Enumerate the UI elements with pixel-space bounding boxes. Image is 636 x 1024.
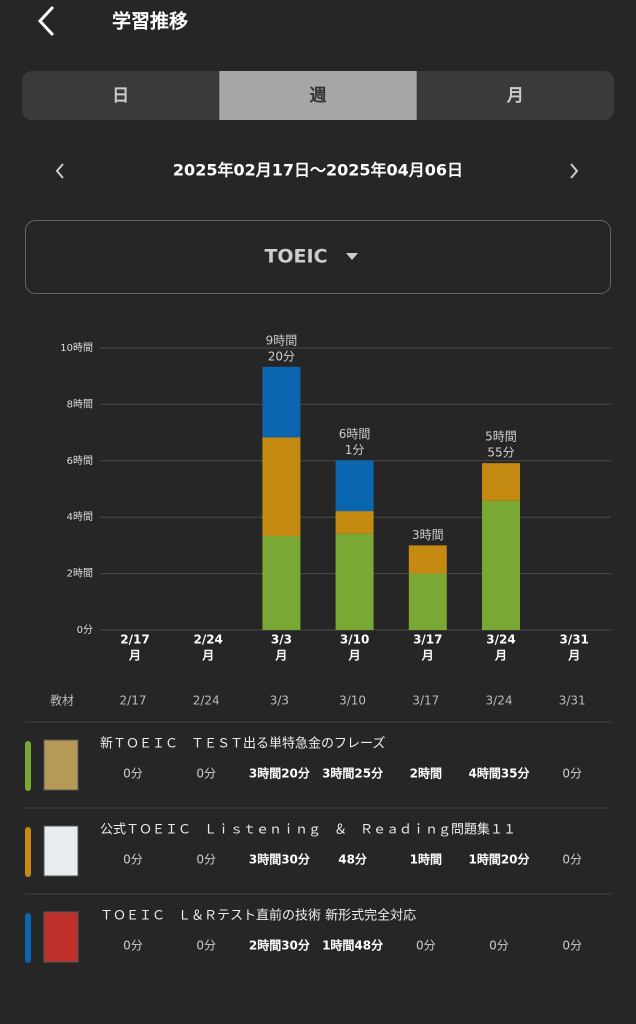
- tab-label[interactable]: 月: [506, 86, 524, 106]
- row-color: [25, 827, 31, 877]
- total-label: 55分: [487, 446, 514, 460]
- book-cover: [43, 825, 79, 877]
- book-title: 公式ＴＯＥＩＣ Ｌｉｓｔｅｎｉｎｇ ＆ Ｒｅａｄｉｎｇ問題集１１: [100, 822, 516, 838]
- selector-label: TOEIC: [264, 246, 327, 268]
- book-title: ＴＯＥＩＣ Ｌ＆Ｒテスト直前の技術 新形式完全対応: [100, 908, 416, 924]
- next-button[interactable]: [570, 163, 579, 179]
- total-label: 3時間: [412, 528, 444, 542]
- dropdown-arrow: [346, 253, 358, 260]
- table-value: 4時間35分: [468, 766, 529, 781]
- bar-segment: [335, 511, 374, 534]
- total-label: 1分: [345, 443, 365, 457]
- table-value: 0分: [123, 939, 143, 953]
- table-date: 3/10: [339, 694, 366, 708]
- page-title: 学習推移: [112, 10, 188, 33]
- table-value: 3時間30分: [249, 852, 310, 867]
- table-value: 0分: [562, 767, 582, 781]
- table-date: 2/17: [120, 694, 147, 708]
- table-value: 0分: [416, 939, 436, 953]
- table-value: 3時間20分: [249, 766, 310, 781]
- total-label: 6時間: [339, 427, 371, 441]
- x-tick-label: 2/24: [193, 633, 222, 647]
- tab-label[interactable]: 日: [112, 86, 129, 106]
- book-cover: [43, 739, 79, 791]
- table-value: 48分: [338, 852, 367, 867]
- y-tick-label: 8時間: [67, 398, 93, 410]
- bar-segment: [262, 437, 301, 537]
- selector-box[interactable]: [25, 220, 611, 294]
- x-tick-label: 2/17: [120, 633, 149, 647]
- table-value: 2時間: [410, 766, 442, 781]
- table-header: 教材: [50, 693, 74, 708]
- table-value: 0分: [562, 853, 582, 867]
- table-value: 0分: [562, 939, 582, 953]
- x-tick-label: 3/24: [486, 633, 515, 647]
- x-tick-label: 3/10: [340, 633, 369, 647]
- back-button[interactable]: [37, 6, 54, 36]
- x-tick-label: 3/31: [559, 633, 588, 647]
- table-date: 3/24: [486, 694, 513, 708]
- x-tick-weekday: 月: [494, 649, 507, 663]
- table-value: 1時間48分: [322, 938, 383, 953]
- table-value: 2時間30分: [249, 938, 310, 953]
- total-label: 20分: [268, 349, 295, 363]
- table-value: 0分: [123, 767, 143, 781]
- bar-segment: [408, 573, 447, 630]
- x-tick-weekday: 月: [567, 649, 580, 663]
- row-color: [25, 741, 31, 791]
- table-value: 0分: [489, 939, 509, 953]
- table-date: 2/24: [193, 694, 220, 708]
- table-value: 0分: [123, 853, 143, 867]
- prev-button[interactable]: [55, 163, 64, 179]
- book-title: 新ＴＯＥＩＣ ＴＥＳＴ出る単特急金のフレーズ: [100, 736, 385, 752]
- bar-segment: [262, 536, 301, 630]
- row-color: [25, 913, 31, 963]
- table-value: 3時間25分: [322, 766, 383, 781]
- tab-selected[interactable]: [219, 71, 417, 120]
- table-value: 1時間20分: [468, 852, 529, 867]
- bar-segment: [262, 366, 301, 438]
- tab-label[interactable]: 週: [310, 86, 327, 106]
- bar-segment: [482, 463, 520, 501]
- bar-segment: [335, 533, 374, 630]
- x-tick-weekday: 月: [421, 649, 434, 663]
- x-tick-weekday: 月: [274, 649, 287, 663]
- y-tick-label: 10時間: [60, 342, 93, 354]
- bar-segment: [482, 500, 520, 630]
- x-tick-weekday: 月: [348, 649, 361, 663]
- y-tick-label: 0分: [77, 624, 93, 636]
- y-tick-label: 2時間: [67, 568, 93, 580]
- y-tick-label: 4時間: [67, 511, 93, 523]
- x-tick-label: 3/17: [413, 633, 442, 647]
- x-tick-label: 3/3: [271, 633, 292, 647]
- bar-segment: [408, 545, 447, 574]
- bar-segment: [335, 460, 374, 512]
- table-value: 0分: [196, 853, 216, 867]
- table-date: 3/3: [270, 694, 289, 708]
- table-date: 3/31: [559, 694, 586, 708]
- book-cover: [43, 911, 79, 963]
- total-label: 5時間: [485, 430, 517, 444]
- table-value: 1時間: [410, 852, 442, 867]
- y-tick-label: 6時間: [67, 455, 93, 467]
- date-range: 2025年02月17日〜2025年04月06日: [173, 161, 463, 180]
- total-label: 9時間: [266, 333, 298, 347]
- x-tick-weekday: 月: [201, 649, 214, 663]
- table-value: 0分: [196, 939, 216, 953]
- table-date: 3/17: [412, 694, 439, 708]
- table-value: 0分: [196, 767, 216, 781]
- x-tick-weekday: 月: [128, 649, 141, 663]
